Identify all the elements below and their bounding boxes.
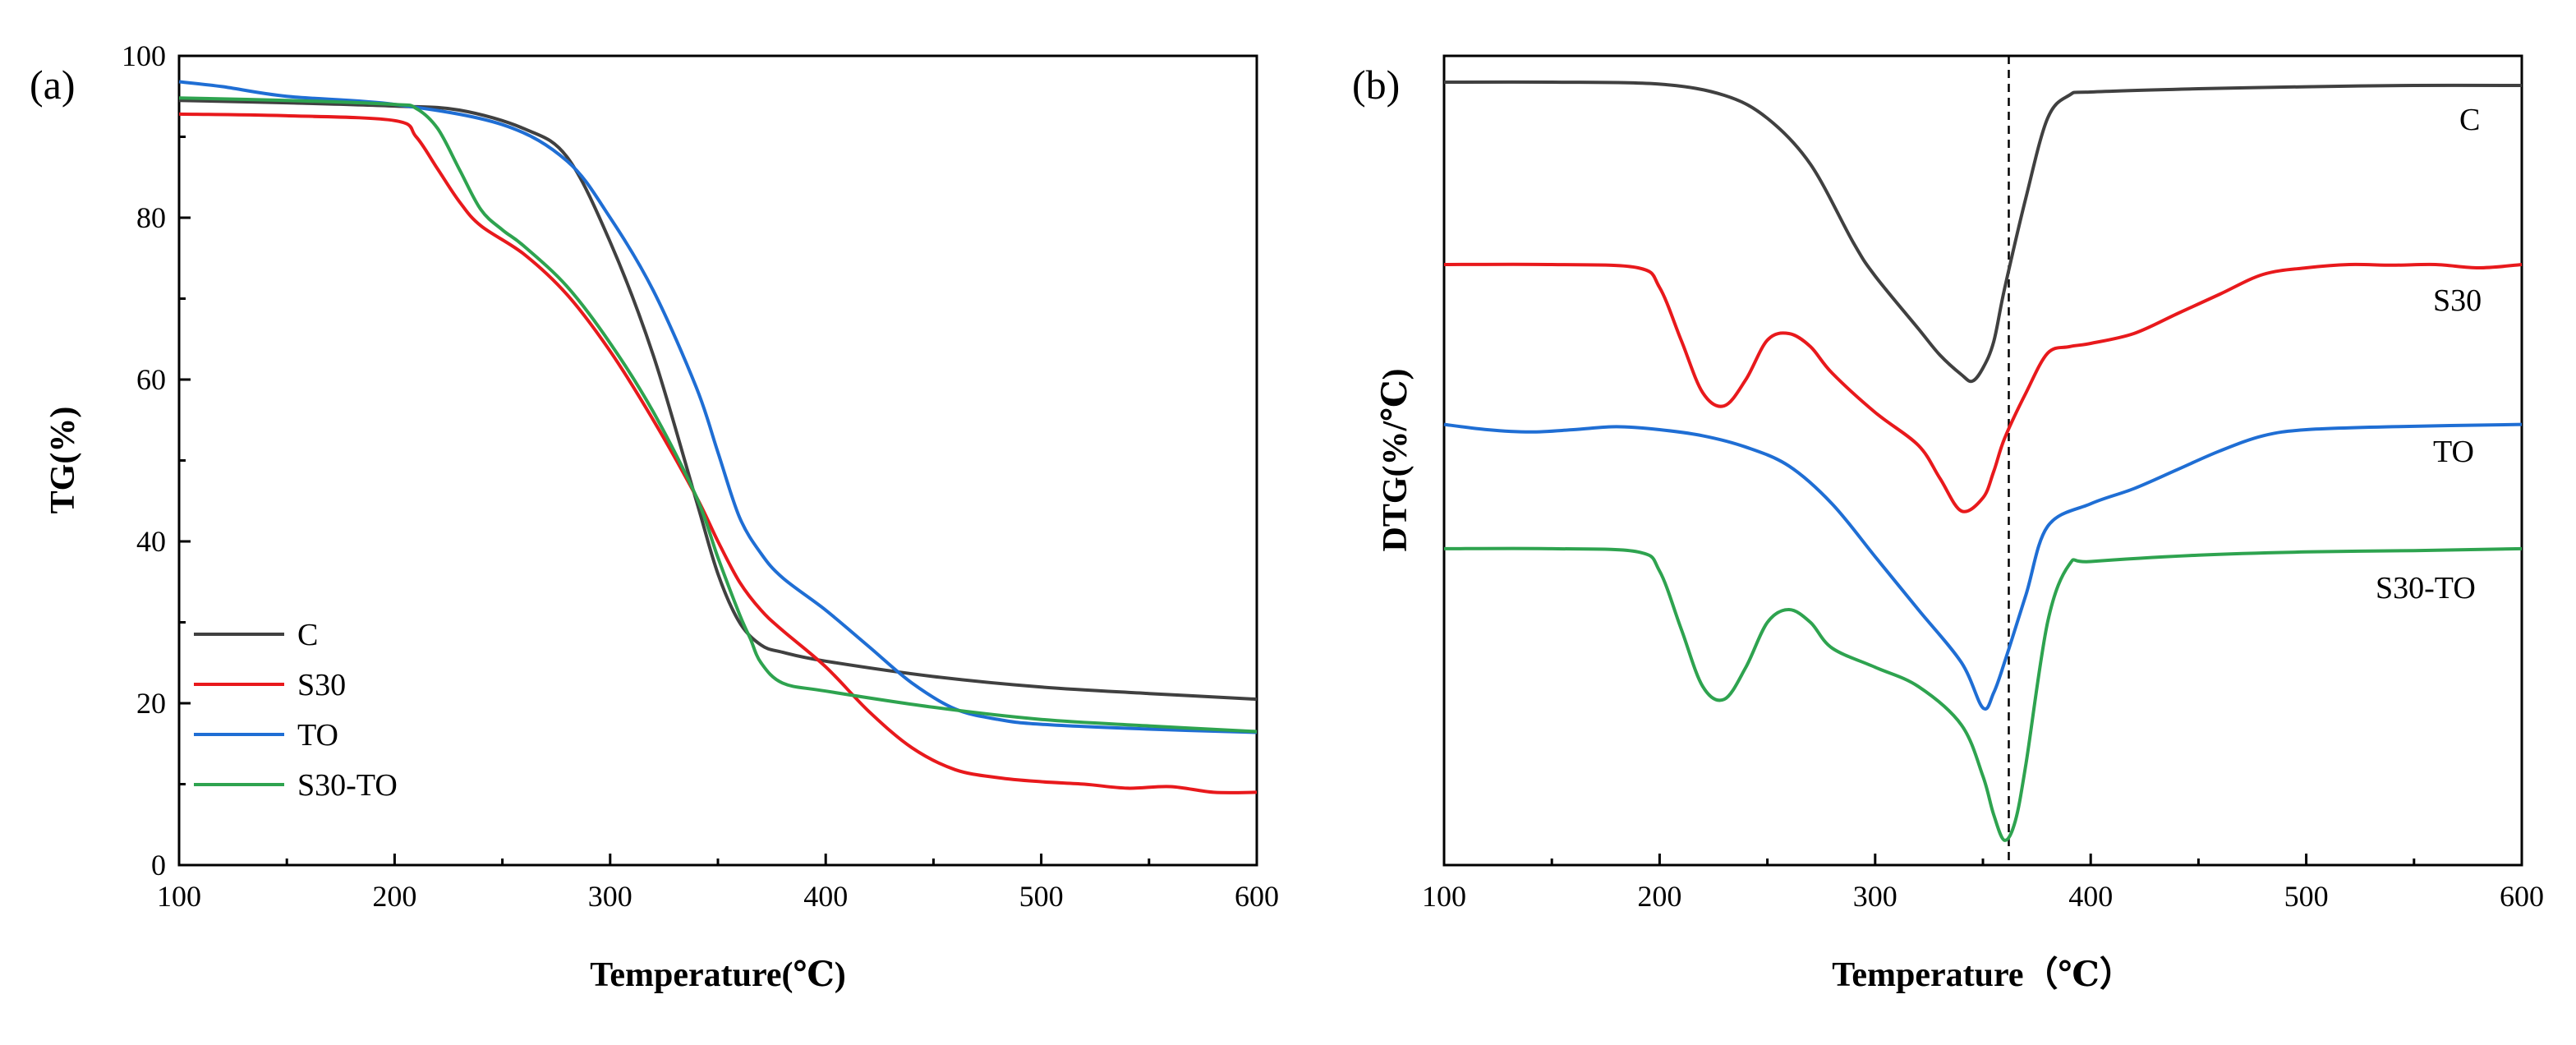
panel-b-line-c	[1443, 80, 2523, 384]
panel-a-x-ticks: 100 200 300 400 500 600	[157, 854, 1279, 913]
panel-a-legend: C S30 TO S30-TO	[194, 618, 398, 803]
panel-b-x-tick-label: 600	[2500, 880, 2544, 913]
panel-a-line-c	[178, 99, 1258, 702]
panel-a-y-tick-label: 0	[151, 849, 166, 882]
panel-a-x-tick-label: 200	[372, 880, 416, 913]
panel-a-legend-label-s30: S30	[297, 668, 346, 702]
panel-b-x-tick-label: 500	[2284, 880, 2329, 913]
panel-b-series-lines	[1443, 80, 2523, 842]
panel-b-series-label-to: TO	[2433, 435, 2474, 469]
panel-a-x-tick-label: 300	[588, 880, 632, 913]
panel-a-legend-label-to: TO	[297, 718, 338, 753]
panel-a-line-s30	[178, 112, 1258, 794]
panel-a-x-tick-label: 400	[803, 880, 848, 913]
panel-b-label: (b)	[1352, 62, 1400, 108]
panel-a-x-tick-label: 500	[1019, 880, 1064, 913]
panel-b-x-tick-label: 100	[1422, 880, 1466, 913]
panel-a-x-tick-label: 600	[1235, 880, 1279, 913]
panel-a-y-tick-label: 60	[136, 363, 166, 396]
panel-b-series-label-c: C	[2459, 103, 2480, 137]
panel-a-line-to	[178, 80, 1258, 734]
panel-a-x-tick-label: 100	[157, 880, 201, 913]
panel-b-line-s30-to	[1443, 546, 2523, 842]
panel-b-dtg-chart: (b) 100 200 300 400 500 600 C S30 TO S30-TO Temp…	[1352, 54, 2544, 994]
panel-a-legend-label-s30-to: S30-TO	[297, 768, 398, 803]
panel-a-y-tick-label: 100	[122, 39, 166, 72]
panel-a-y-tick-label: 40	[136, 525, 166, 558]
panel-b-axes-frame	[1442, 54, 2523, 867]
panel-a-label: (a)	[30, 62, 76, 108]
panel-b-series-label-s30: S30	[2433, 283, 2482, 318]
panel-b-x-axis-label: Temperature（℃）	[1832, 955, 2134, 994]
panel-a-axes-frame	[177, 54, 1258, 867]
panel-b-series-labels: C S30 TO S30-TO	[2376, 103, 2482, 605]
panel-b-x-tick-label: 400	[2068, 880, 2113, 913]
panel-b-x-tick-label: 200	[1637, 880, 1681, 913]
panel-a-legend-label-c: C	[297, 618, 318, 652]
panel-b-x-tick-label: 300	[1853, 880, 1898, 913]
panel-a-series-lines	[178, 80, 1258, 794]
panel-a-x-axis-label: Temperature(℃)	[590, 956, 846, 994]
panel-b-line-to	[1443, 422, 2523, 711]
panel-b-series-label-s30-to: S30-TO	[2376, 571, 2476, 605]
panel-a-y-tick-label: 80	[136, 201, 166, 234]
panel-a-y-ticks: 0 20 40 60 80 100	[122, 39, 191, 882]
panel-b-y-axis-label: DTG(%/℃)	[1377, 369, 1414, 552]
panel-b-line-s30	[1443, 262, 2523, 513]
panel-a-y-tick-label: 20	[136, 687, 166, 720]
panel-a-y-axis-label: TG(%)	[44, 407, 82, 514]
panel-b-x-ticks: 100 200 300 400 500 600	[1422, 854, 2544, 913]
panel-a-tg-chart: (a) 100 200 300 400 500 600 0 20 40 60 80 100 Temp…	[30, 39, 1279, 994]
panel-a-line-s30-to	[178, 96, 1258, 734]
